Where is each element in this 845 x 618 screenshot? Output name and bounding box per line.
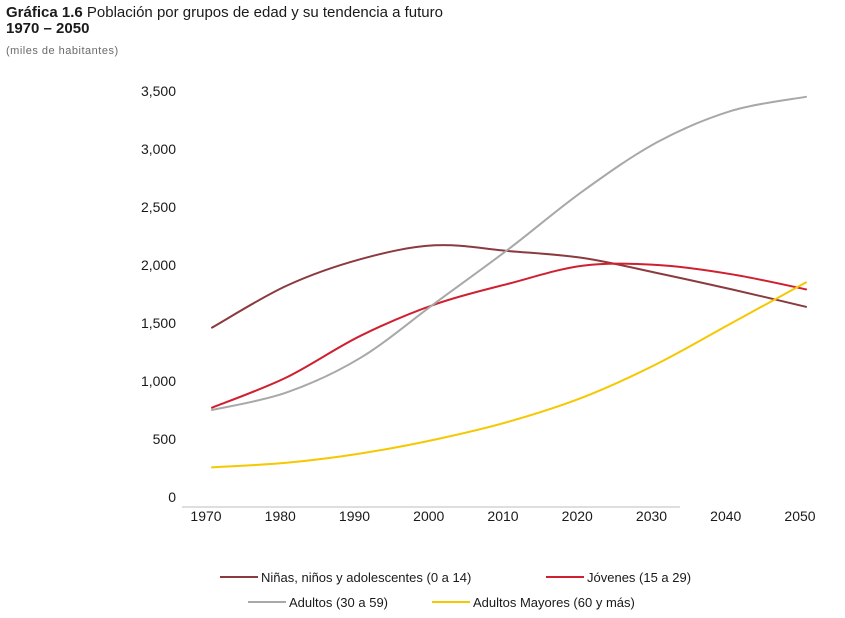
x-tick-label: 2010 <box>487 508 518 524</box>
chart-title-text: Población por grupos de edad y su tenden… <box>86 4 443 21</box>
legend-item: Adultos Mayores (60 y más) <box>432 595 635 610</box>
series-line-adultos-30-a-59 <box>211 95 807 411</box>
y-tick-label: 1,000 <box>141 373 176 389</box>
x-tick-label: 2040 <box>710 508 741 524</box>
x-tick-label: 2030 <box>636 508 667 524</box>
chart-legend: Niñas, niños y adolescentes (0 a 14) Jóve… <box>220 570 691 610</box>
legend-item: Adultos (30 a 59) <box>248 595 388 610</box>
series-line-jovenes-15-a-29 <box>211 262 807 409</box>
chart-figure-label: Gráfica 1.6 <box>6 4 83 21</box>
y-tick-label: 1,500 <box>141 315 176 331</box>
series-line-ninas-ninos-y-adolescentes-0-a-14 <box>211 244 807 329</box>
y-tick-label: 500 <box>153 431 177 447</box>
x-tick-label: 2000 <box>413 508 444 524</box>
legend-item: Jóvenes (15 a 29) <box>546 570 691 585</box>
x-tick-label: 2050 <box>784 508 815 524</box>
series-line-adultos-mayores-60-y-mas <box>211 281 807 469</box>
series-lines <box>211 95 807 469</box>
chart-title: Gráfica 1.6 Población por grupos de edad… <box>6 4 443 21</box>
legend-label: Adultos Mayores (60 y más) <box>473 595 635 610</box>
legend-label: Jóvenes (15 a 29) <box>587 570 691 585</box>
legend-label: Niñas, niños y adolescentes (0 a 14) <box>261 570 471 585</box>
chart-subtitle: 1970 – 2050 <box>6 20 90 37</box>
x-tick-label: 1970 <box>190 508 221 524</box>
y-tick-label: 3,000 <box>141 141 176 157</box>
legend-label: Adultos (30 a 59) <box>289 595 388 610</box>
legend-item: Niñas, niños y adolescentes (0 a 14) <box>220 570 471 585</box>
y-tick-label: 3,500 <box>141 83 176 99</box>
x-tick-label: 1990 <box>339 508 370 524</box>
y-tick-label: 2,500 <box>141 199 176 215</box>
chart-units-label: (miles de habitantes) <box>6 45 119 57</box>
x-tick-label: 2020 <box>562 508 593 524</box>
axes: 0 500 1,000 1,500 2,000 2,500 3,000 3,500 1970 19… <box>141 83 816 524</box>
y-tick-label: 2,000 <box>141 257 176 273</box>
y-tick-label: 0 <box>168 489 176 505</box>
chart-header: Gráfica 1.6 Población por grupos de edad… <box>6 4 443 57</box>
x-tick-label: 1980 <box>265 508 296 524</box>
